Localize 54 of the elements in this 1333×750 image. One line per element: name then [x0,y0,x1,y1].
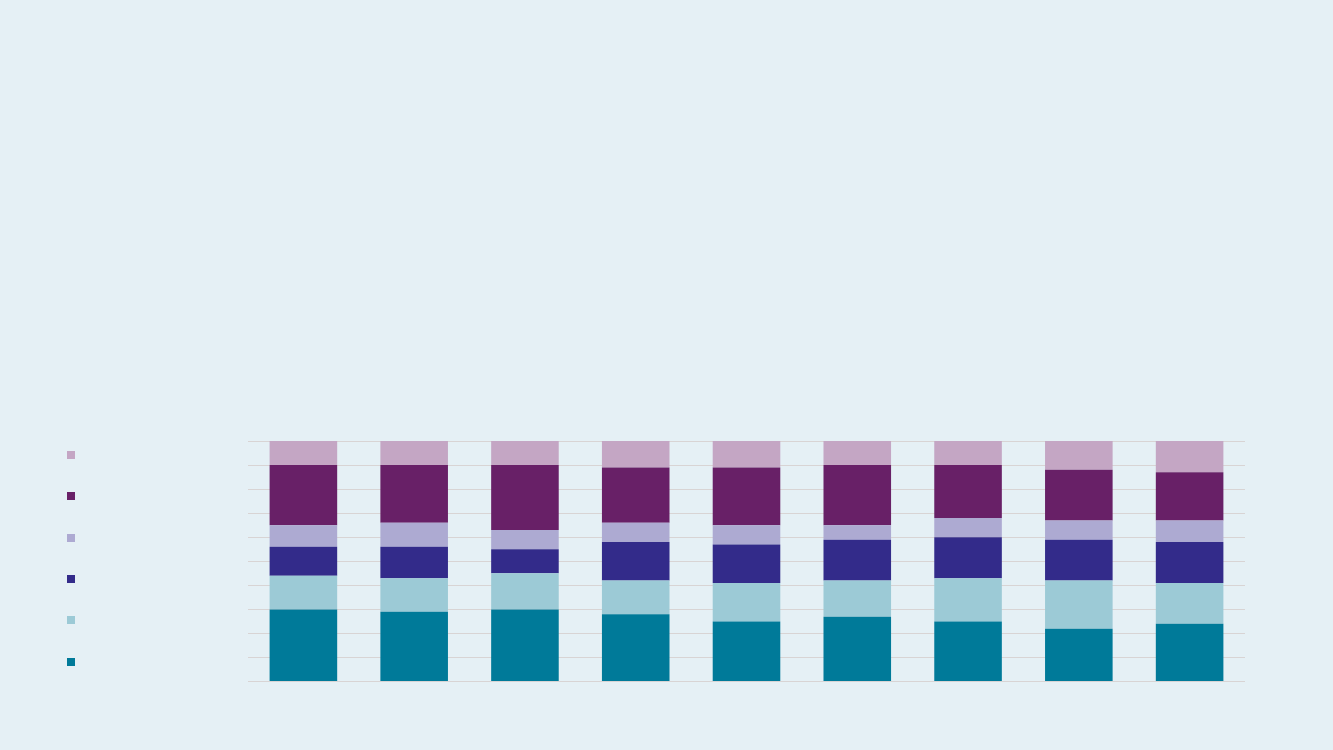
bar [1045,580,1113,629]
bar [601,441,670,468]
bar [491,609,559,682]
bar [934,621,1002,682]
bar [1155,441,1224,473]
bar [823,616,892,682]
bar [380,578,448,612]
bar [491,441,559,466]
bar [380,441,448,466]
bar [1155,582,1224,624]
bar [1045,469,1113,521]
bar [601,614,670,682]
bar [1155,520,1224,543]
bar [823,441,892,466]
bar [491,530,559,550]
bar [601,467,670,523]
bar [712,544,781,583]
bar [269,525,338,547]
bar [1045,539,1113,581]
bar [1045,441,1113,470]
bar [1045,628,1113,682]
bar [601,522,670,543]
bar [269,441,338,466]
bar [712,525,781,545]
bar [380,546,448,579]
bar [269,609,338,682]
bar [491,549,559,574]
bar [491,573,559,610]
bar [491,465,559,531]
bar [712,621,781,682]
bar [601,580,670,615]
bar [1155,472,1224,521]
bar [712,467,781,526]
bar [934,537,1002,579]
bar [1155,623,1224,682]
bar [934,441,1002,466]
bar [934,465,1002,518]
bar [823,525,892,540]
bar [823,465,892,526]
bar [934,517,1002,538]
bar [823,539,892,581]
bar [380,611,448,682]
bar [269,546,338,576]
bar [269,465,338,526]
bar [823,580,892,617]
bar [712,441,781,468]
bar [601,542,670,581]
bar [269,575,338,610]
bar [1155,542,1224,583]
bar [712,582,781,622]
bar [380,465,448,523]
bar [1045,520,1113,540]
bar [380,522,448,547]
bar [934,578,1002,622]
